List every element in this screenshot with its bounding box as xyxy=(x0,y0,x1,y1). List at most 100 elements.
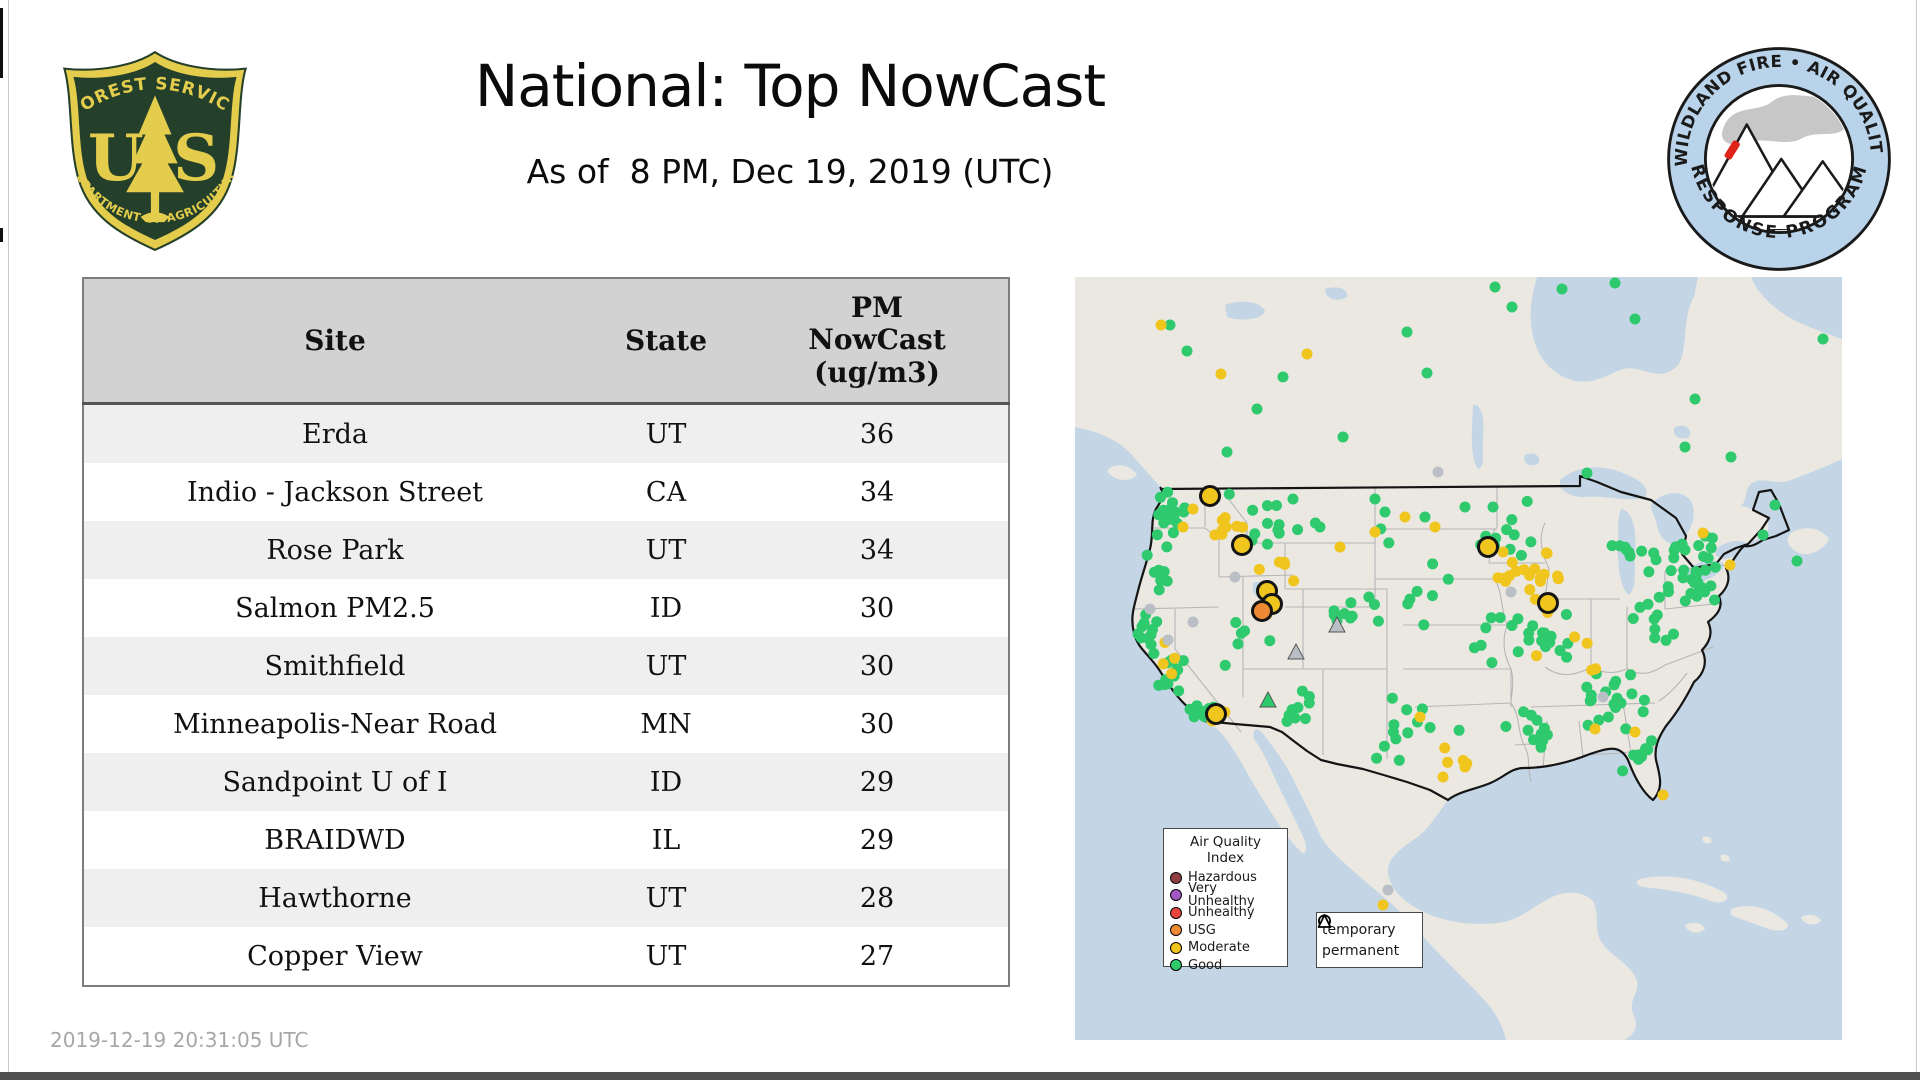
good-site-dot xyxy=(1223,488,1235,500)
good-site-dot xyxy=(1369,599,1380,610)
good-site-dot xyxy=(1153,584,1165,596)
good-site-dot xyxy=(1528,734,1540,746)
aqi-legend-label: Unhealthy xyxy=(1188,905,1255,921)
good-site-dot xyxy=(1388,719,1400,731)
good-site-dot xyxy=(1537,735,1549,747)
moderate-site-dot xyxy=(1219,512,1231,524)
table-row: Smithfield UT 30 xyxy=(83,637,1009,695)
good-site-dot xyxy=(1648,547,1660,559)
good-site-dot xyxy=(1689,393,1701,405)
good-site-dot xyxy=(1791,555,1803,567)
good-site-dot xyxy=(1522,724,1534,736)
table-body: Erda UT 36 Indio - Jackson Street CA 34 Rose P… xyxy=(83,403,1009,986)
good-site-dot xyxy=(1556,283,1568,295)
good-site-dot xyxy=(1273,519,1285,531)
moderate-site-dot xyxy=(1529,563,1541,575)
good-site-dot xyxy=(1164,319,1176,331)
good-site-dot xyxy=(1251,403,1263,415)
moderate-site-dot xyxy=(1157,658,1169,670)
good-site-dot xyxy=(1401,326,1413,338)
top-site-circle xyxy=(1205,703,1227,725)
window-bottom-bar xyxy=(0,1072,1920,1080)
usg-dot-icon xyxy=(1170,924,1182,937)
good-site-dot xyxy=(1670,541,1682,553)
good-site-dot xyxy=(1292,524,1304,536)
state-cell: IL xyxy=(586,811,746,869)
good-site-dot xyxy=(1292,702,1304,713)
aqi-legend-label: Hazardous xyxy=(1188,870,1257,886)
state-cell: UT xyxy=(586,637,746,695)
site-cell: Minneapolis-Near Road xyxy=(83,695,586,753)
moderate-site-dot xyxy=(1231,520,1243,532)
good-site-dot xyxy=(1489,281,1501,293)
good-site-dot xyxy=(1709,594,1720,606)
good-site-dot xyxy=(1273,527,1285,539)
good-site-dot xyxy=(1177,655,1189,667)
moderate-site-dot xyxy=(1215,368,1227,380)
good-site-dot xyxy=(1141,549,1153,561)
moderate-dot-icon xyxy=(1170,941,1182,954)
permanent-legend-row: permanent xyxy=(1317,914,1417,961)
table-row: Sandpoint U of I ID 29 xyxy=(83,753,1009,811)
no_data-site-dot xyxy=(1432,466,1444,478)
good-site-dot xyxy=(1371,752,1383,764)
moderate-site-dot xyxy=(1429,521,1441,533)
good-site-dot xyxy=(1155,575,1167,586)
table-row: Rose Park UT 34 xyxy=(83,521,1009,579)
good-site-dot xyxy=(1264,635,1276,647)
aqi-legend-title: Air Quality Index xyxy=(1189,834,1262,866)
moderate-site-dot xyxy=(1155,319,1167,331)
table-header-row: Site State PM NowCast (ug/m3) xyxy=(83,278,1009,405)
aqi-legend-item: Unhealthy xyxy=(1170,904,1281,922)
good-site-dot xyxy=(1625,669,1637,681)
state-cell: ID xyxy=(586,753,746,811)
top-site-circle xyxy=(1231,534,1253,556)
good-site-dot xyxy=(1665,565,1677,577)
good-site-dot xyxy=(1344,612,1356,624)
good-site-dot xyxy=(1690,566,1702,578)
site-cell: Indio - Jackson Street xyxy=(83,463,586,521)
site-cell: Smithfield xyxy=(83,637,586,695)
moderate-site-dot xyxy=(1253,563,1265,575)
moderate-site-dot xyxy=(1334,541,1346,553)
good-site-dot xyxy=(1328,605,1340,617)
permanent-site-triangle xyxy=(1259,690,1277,708)
good-site-dot xyxy=(1442,573,1454,585)
good-site-dot xyxy=(1277,371,1289,383)
good-site-dot xyxy=(1606,540,1618,552)
good-site-dot xyxy=(1232,638,1244,650)
column-header-site: Site xyxy=(83,278,586,405)
good-site-dot xyxy=(1390,733,1402,745)
good-site-dot xyxy=(1372,615,1384,627)
good-site-dot xyxy=(1299,713,1311,725)
good-site-dot xyxy=(1500,721,1512,732)
good-site-dot xyxy=(1239,625,1251,637)
good-site-dot xyxy=(1486,657,1498,669)
no_data-site-dot xyxy=(1597,691,1609,703)
table-row: Minneapolis-Near Road MN 30 xyxy=(83,695,1009,753)
moderate-site-dot xyxy=(1697,527,1709,539)
moderate-site-dot xyxy=(1569,631,1581,643)
good-site-dot xyxy=(1705,542,1717,554)
temporary-label: temporary xyxy=(1322,921,1396,938)
good-site-dot xyxy=(1401,704,1413,716)
good-site-dot xyxy=(1411,585,1423,597)
unhealthy-dot-icon xyxy=(1170,906,1182,919)
good-site-dot xyxy=(1581,467,1593,479)
permanent-site-markers xyxy=(1259,615,1346,708)
good-site-dot xyxy=(1554,645,1566,656)
moderate-site-dot xyxy=(1524,584,1536,596)
good-site-dot xyxy=(1757,529,1769,541)
top-site-circle xyxy=(1251,600,1273,622)
moderate-site-dot xyxy=(1439,742,1451,754)
good-site-dot xyxy=(1378,740,1390,752)
no_data-site-dot xyxy=(1229,571,1241,583)
aqi-legend-item: Good xyxy=(1170,957,1281,975)
moderate-site-dot xyxy=(1216,524,1228,536)
no_data-site-dot xyxy=(1144,603,1156,615)
value-cell: 36 xyxy=(746,403,1009,463)
moderate-site-dot xyxy=(1166,668,1178,680)
good-site-dot xyxy=(1419,511,1431,523)
good-site-dot xyxy=(1151,616,1163,628)
